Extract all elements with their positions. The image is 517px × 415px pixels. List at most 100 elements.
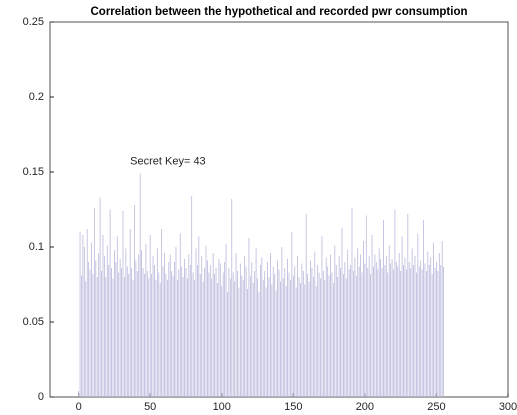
bar: [381, 268, 383, 397]
bar: [164, 253, 165, 397]
bar: [431, 274, 433, 397]
bar: [237, 271, 238, 397]
bar: [292, 275, 294, 397]
bar: [416, 272, 417, 397]
bar: [235, 253, 237, 397]
bar: [116, 236, 118, 397]
bar: [92, 274, 94, 397]
bar: [288, 272, 290, 397]
bar: [174, 262, 175, 397]
bar: [441, 241, 443, 397]
bar: [179, 233, 181, 397]
bar: [144, 274, 145, 397]
bar: [111, 268, 112, 397]
bar: [353, 271, 354, 397]
bar: [404, 257, 406, 397]
bar: [214, 274, 215, 397]
bar: [219, 263, 221, 397]
bar: [221, 286, 223, 397]
bar: [411, 248, 413, 397]
bar: [112, 278, 114, 397]
bar: [285, 286, 287, 397]
bar: [268, 277, 270, 397]
bar: [241, 275, 243, 397]
bar: [99, 197, 101, 397]
bar: [238, 287, 240, 397]
bar: [390, 263, 392, 397]
bar: [252, 283, 254, 397]
bar: [176, 280, 178, 397]
bar: [103, 256, 105, 397]
bar: [231, 199, 233, 397]
bar: [201, 256, 203, 397]
bar: [383, 220, 384, 397]
bar: [228, 268, 230, 397]
bar: [410, 268, 412, 397]
bar: [395, 262, 397, 397]
bar: [145, 244, 147, 397]
bar: [330, 254, 331, 397]
bar: [189, 265, 191, 397]
bar: [351, 208, 353, 397]
bar: [348, 269, 350, 397]
bar: [161, 229, 163, 397]
bar: [149, 235, 151, 397]
bar: [301, 263, 303, 397]
bar: [258, 292, 260, 397]
bar: [191, 196, 193, 397]
bar: [360, 254, 361, 397]
bar: [139, 173, 141, 397]
bar: [290, 280, 291, 397]
bar: [204, 268, 205, 397]
bar: [322, 271, 324, 397]
bar: [257, 278, 258, 397]
bar: [85, 281, 87, 397]
bar: [172, 275, 174, 397]
bar: [434, 268, 436, 397]
bar: [321, 236, 323, 397]
bar: [270, 253, 271, 397]
bar: [218, 259, 220, 397]
x-tick-label: 300: [499, 401, 517, 413]
bar: [89, 269, 91, 397]
bar: [377, 269, 379, 397]
bar: [166, 280, 168, 397]
bar: [215, 268, 217, 397]
bar: [385, 256, 387, 397]
bar: [413, 265, 414, 397]
bar: [245, 266, 247, 397]
bar: [375, 262, 377, 397]
bar: [119, 259, 121, 397]
bar: [122, 211, 124, 397]
bar: [136, 271, 138, 397]
bar: [128, 274, 130, 397]
bar: [426, 271, 427, 397]
bar: [125, 248, 127, 397]
bar: [262, 280, 264, 397]
bar: [403, 265, 404, 397]
x-tick-label: 150: [284, 401, 302, 413]
bar: [324, 280, 326, 397]
bar: [420, 260, 422, 397]
bar: [317, 265, 319, 397]
bar: [93, 208, 95, 397]
bar: [106, 245, 108, 397]
bar: [168, 262, 170, 397]
bar: [337, 277, 339, 397]
bar: [334, 245, 336, 397]
bar: [305, 214, 307, 397]
bar: [88, 262, 90, 397]
x-tick-label: 100: [213, 401, 231, 413]
bar: [132, 280, 134, 397]
bar: [365, 215, 367, 397]
bar: [267, 262, 268, 397]
bar: [135, 260, 137, 397]
bar: [171, 271, 173, 397]
bar: [209, 265, 211, 397]
bar: [284, 268, 286, 397]
bar: [358, 266, 360, 397]
bar: [249, 275, 251, 397]
bar: [373, 266, 374, 397]
bar: [211, 278, 213, 397]
bar: [121, 268, 122, 397]
